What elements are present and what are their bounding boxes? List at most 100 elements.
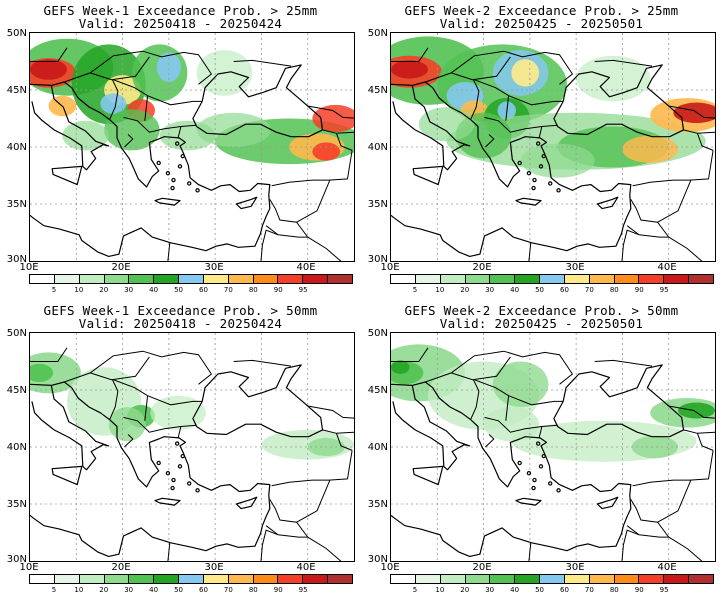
lon-label: 30E — [565, 562, 585, 573]
colorbar-swatch — [104, 575, 130, 583]
border-line — [271, 450, 353, 487]
colorbar-swatch — [490, 575, 516, 583]
precip-region — [312, 142, 341, 161]
border-line — [474, 79, 564, 106]
precip-region — [108, 407, 146, 442]
colorbar-tick-label: 20 — [99, 586, 109, 594]
colorbar-tick-label: 60 — [198, 286, 208, 294]
island — [531, 185, 536, 191]
border-line — [109, 379, 119, 420]
border-line — [668, 536, 703, 561]
lon-label: 10E — [380, 262, 400, 273]
precip-region — [156, 52, 181, 83]
coastline — [412, 465, 444, 486]
precip-region — [631, 435, 678, 459]
precip-region — [100, 93, 127, 114]
border-line — [335, 433, 353, 451]
lat-label: 40N — [367, 442, 388, 453]
colorbar-tick-label: 50 — [174, 586, 183, 594]
border-line — [626, 199, 670, 238]
colorbar-swatch — [179, 275, 204, 283]
border-line — [485, 434, 495, 448]
island — [531, 485, 536, 491]
country-borders — [391, 47, 715, 261]
lat-label: 35N — [6, 199, 27, 210]
border-line — [64, 350, 213, 385]
country-borders — [30, 347, 354, 561]
colorbar-swatch — [154, 575, 180, 583]
colorbar-tick-label: 20 — [460, 586, 470, 594]
border-line — [233, 59, 292, 67]
precip-region — [30, 352, 81, 394]
precip-region — [492, 361, 549, 408]
precip-region — [30, 59, 68, 80]
border-line — [484, 116, 558, 133]
probability-map — [390, 32, 716, 262]
border-line — [177, 426, 182, 439]
coastline — [30, 381, 271, 557]
coastline — [392, 385, 471, 471]
colorbar-swatch — [540, 575, 565, 583]
colorbar-swatch — [589, 275, 615, 283]
coastlines — [391, 364, 685, 557]
border-line — [505, 95, 510, 121]
precip-region — [520, 143, 595, 178]
coastline — [596, 196, 619, 210]
colorbar-swatch — [278, 275, 304, 283]
colorbar-swatch — [30, 275, 55, 283]
colorbar-tick-label: 90 — [634, 586, 644, 594]
colorbar-tick-label: 5 — [51, 286, 57, 294]
lon-label: 40E — [657, 562, 677, 573]
precip-shading — [391, 344, 715, 462]
border-line — [30, 347, 68, 362]
colorbar-swatch — [564, 275, 590, 283]
border-line — [144, 95, 149, 121]
coastline — [553, 64, 685, 138]
lon-label: 40E — [296, 562, 316, 573]
colorbar-swatch — [129, 275, 155, 283]
colorbar-tick-label: 5 — [51, 586, 57, 594]
colorbar-tick-label: 60 — [198, 586, 208, 594]
border-line — [64, 50, 213, 85]
precip-region — [622, 135, 678, 163]
country-borders — [30, 47, 354, 261]
border-line — [425, 350, 574, 385]
lat-label: 30N — [367, 554, 388, 565]
colorbar-tick-label: 40 — [510, 586, 520, 594]
coastlines — [30, 64, 324, 257]
island — [541, 153, 546, 159]
coastline — [412, 165, 444, 186]
island — [195, 488, 200, 493]
border-line — [425, 50, 574, 85]
coastline — [235, 496, 258, 510]
lon-label: 30E — [204, 562, 224, 573]
border-line — [528, 242, 532, 261]
colorbar-swatch — [465, 575, 491, 583]
lat-label: 50N — [6, 328, 27, 339]
lon-label: 10E — [380, 562, 400, 573]
island — [165, 171, 171, 176]
colorbar-swatch — [515, 275, 541, 283]
colorbar-tick-label: 90 — [273, 286, 283, 294]
colorbar-tick-label: 80 — [609, 586, 619, 594]
island — [526, 171, 532, 176]
border-line — [296, 179, 331, 223]
border-line — [113, 379, 203, 406]
border-line — [451, 356, 511, 381]
precip-region — [391, 60, 429, 79]
colorbar-swatch — [203, 275, 229, 283]
colorbar-swatch — [328, 575, 352, 583]
border-line — [657, 179, 692, 223]
colorbar — [29, 574, 353, 584]
colorbar-swatch — [639, 575, 665, 583]
colorbar-swatch — [515, 575, 541, 583]
colorbar-tick-label: 50 — [174, 286, 183, 294]
colorbar-swatch — [664, 575, 690, 583]
coastline — [192, 64, 324, 138]
colorbar-tick-label: 5 — [412, 586, 418, 594]
island — [532, 177, 537, 183]
precip-region — [677, 402, 715, 419]
island — [156, 160, 161, 166]
island — [517, 460, 522, 466]
panel-title: GEFS Week-1 Exceedance Prob. > 25mm — [43, 3, 318, 18]
